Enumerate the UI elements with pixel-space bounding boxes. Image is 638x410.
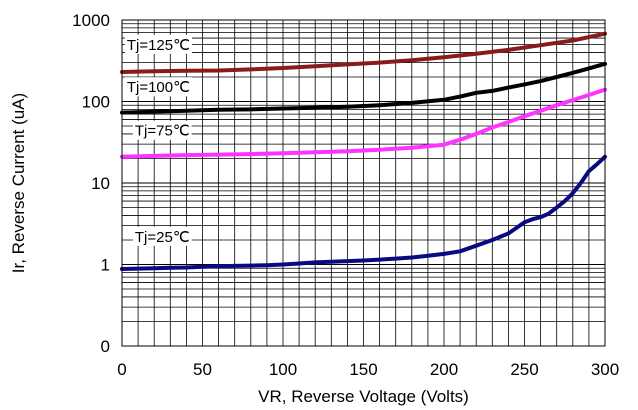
y-axis-title: Ir, Reverse Current (uA) — [9, 93, 28, 273]
x-tick-label: 150 — [349, 360, 377, 379]
x-tick-label: 250 — [510, 360, 538, 379]
series-label-background — [124, 34, 192, 54]
series-line — [120, 61, 607, 115]
series-line — [120, 87, 607, 159]
series-label: Tj=75℃ — [135, 123, 190, 140]
series-label: Tj=125℃ — [127, 37, 190, 54]
y-tick-label: 1 — [101, 256, 110, 275]
x-tick-label: 50 — [193, 360, 212, 379]
series-label-background — [124, 77, 192, 97]
plot-frame — [121, 19, 606, 347]
y-tick-label: 0 — [101, 337, 110, 356]
x-axis-title: VR, Reverse Voltage (Volts) — [258, 387, 469, 406]
x-tick-label: 300 — [591, 360, 619, 379]
grid — [122, 20, 605, 346]
y-tick-label: 1000 — [72, 11, 110, 30]
series-label: Tj=100℃ — [127, 79, 190, 96]
x-tick-label: 0 — [117, 360, 126, 379]
x-tick-label: 100 — [269, 360, 297, 379]
series-labels: Tj=125℃ Tj=100℃ Tj=75℃ Tj=25℃ — [124, 34, 192, 246]
series-label-background — [132, 226, 192, 246]
y-tick-label: 10 — [91, 174, 110, 193]
series-line — [120, 154, 607, 271]
series-line — [120, 31, 607, 74]
y-tick-label: 100 — [82, 93, 110, 112]
x-tick-label: 200 — [430, 360, 458, 379]
series-label-background — [132, 120, 192, 140]
tick-labels: 0 50 100 150 200 250 300 0 1 10 100 1000 — [72, 11, 619, 379]
series-lines — [120, 31, 607, 271]
series-label: Tj=25℃ — [135, 229, 190, 246]
